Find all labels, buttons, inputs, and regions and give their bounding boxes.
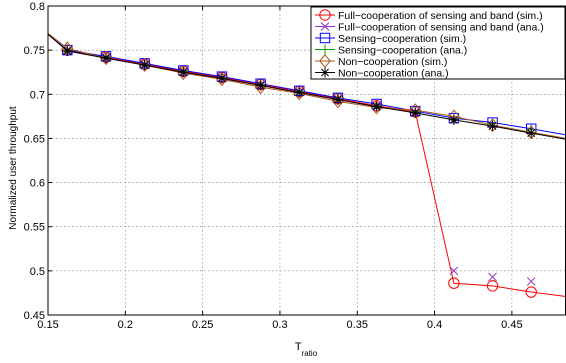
data-point [371, 101, 382, 112]
data-point [526, 277, 536, 286]
data-point [488, 272, 497, 282]
data-point [100, 53, 111, 64]
y-tick-label: 0.65 [24, 133, 45, 145]
data-point [294, 87, 305, 98]
data-point [525, 286, 537, 298]
legend-label: Sensing−cooperation (ana.) [338, 44, 467, 56]
data-point [448, 277, 460, 289]
data-point [332, 94, 343, 105]
data-point [293, 86, 306, 101]
data-point [177, 66, 190, 81]
legend-label: Full−cooperation of sensing and band (si… [338, 10, 543, 22]
x-tick-label: 0.4 [427, 319, 442, 331]
y-tick-label: 0.55 [24, 222, 45, 234]
legend-label: Non−cooperation (ana.) [338, 67, 449, 79]
series-6 [47, 33, 566, 140]
data-point [448, 114, 459, 125]
legend-marker [320, 22, 330, 31]
x-tick-label: 0.2 [118, 319, 133, 331]
x-tick-label: 0.3 [272, 319, 287, 331]
legend-marker [319, 54, 331, 68]
data-point [526, 128, 537, 139]
axis-ticks: 0.15 0.2 0.25 0.3 0.35 0.4 0.45 0.45 0.5 0.55 0.6 0… [24, 1, 523, 331]
legend-label: Sensing−cooperation (sim.) [338, 33, 466, 45]
data-point [449, 266, 459, 276]
legend-marker [320, 67, 330, 78]
y-tick-label: 0.7 [30, 89, 45, 101]
data-point [100, 51, 112, 66]
legend-marker [320, 44, 330, 55]
y-tick-label: 0.5 [30, 266, 45, 278]
y-tick-label: 0.75 [24, 45, 45, 57]
x-axis-label: Tratio [295, 341, 318, 358]
data-point [139, 60, 150, 71]
y-tick-label: 0.8 [30, 1, 45, 13]
x-tick-label: 0.25 [192, 319, 213, 331]
x-tick-label: 0.35 [347, 319, 368, 331]
legend-label: Non−cooperation (sim.) [338, 56, 447, 68]
x-tick-label: 0.15 [37, 319, 58, 331]
y-tick-label: 0.45 [24, 310, 45, 322]
data-point [487, 121, 498, 132]
legend: Full−cooperation of sensing and band (si… [310, 6, 566, 80]
legend-box [310, 6, 566, 80]
data-point [138, 58, 151, 73]
data-point [178, 67, 189, 78]
legend-marker [319, 32, 331, 44]
series-group [47, 32, 566, 298]
grid [48, 6, 566, 315]
data-point [410, 107, 421, 118]
data-point [370, 100, 383, 115]
y-tick-label: 0.6 [30, 178, 45, 190]
data-point [486, 280, 499, 292]
data-point [255, 80, 266, 91]
legend-marker [319, 9, 331, 21]
y-axis-label: Normalized user throughput [8, 106, 19, 230]
data-point [216, 72, 228, 87]
x-axis-label-subscript: ratio [302, 349, 318, 358]
x-tick-label: 0.45 [501, 319, 522, 331]
data-point [62, 46, 73, 57]
data-point [216, 73, 227, 84]
legend-label: Full−cooperation of sensing and band (an… [338, 21, 544, 33]
series-2 [62, 45, 536, 286]
x-axis-label-main: T [295, 341, 302, 353]
